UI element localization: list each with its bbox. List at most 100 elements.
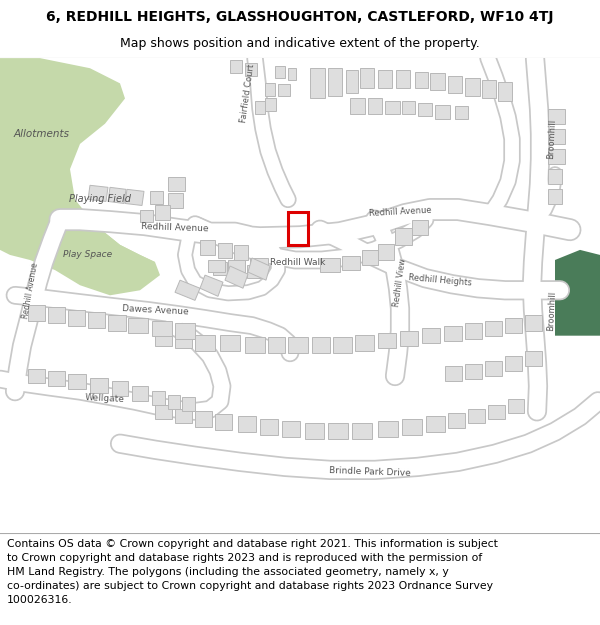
Polygon shape xyxy=(195,411,212,426)
Polygon shape xyxy=(268,337,285,353)
Polygon shape xyxy=(247,265,261,278)
Text: Brindle Park Drive: Brindle Park Drive xyxy=(329,466,411,478)
Text: Dawes Avenue: Dawes Avenue xyxy=(121,304,188,317)
Polygon shape xyxy=(412,219,428,235)
Polygon shape xyxy=(225,266,248,288)
Polygon shape xyxy=(228,260,245,272)
Polygon shape xyxy=(90,378,108,393)
Text: Redhill Avenue: Redhill Avenue xyxy=(141,222,209,233)
Polygon shape xyxy=(208,260,225,272)
Polygon shape xyxy=(28,369,45,383)
Text: Contains OS data © Crown copyright and database right 2021. This information is : Contains OS data © Crown copyright and d… xyxy=(7,539,498,605)
Polygon shape xyxy=(278,84,290,96)
Polygon shape xyxy=(505,356,522,371)
Polygon shape xyxy=(288,337,308,353)
Polygon shape xyxy=(435,104,450,119)
Text: Redhill View: Redhill View xyxy=(392,258,408,307)
Polygon shape xyxy=(378,332,396,348)
Polygon shape xyxy=(448,76,462,94)
Polygon shape xyxy=(468,409,485,424)
Polygon shape xyxy=(328,68,342,96)
Polygon shape xyxy=(175,409,192,424)
Text: Play Space: Play Space xyxy=(64,251,113,259)
Polygon shape xyxy=(168,177,185,191)
Text: Broomhill: Broomhill xyxy=(547,290,557,331)
Polygon shape xyxy=(525,351,542,366)
Polygon shape xyxy=(220,334,240,351)
Text: Redhill Heights: Redhill Heights xyxy=(408,273,472,288)
Polygon shape xyxy=(444,326,462,341)
Polygon shape xyxy=(215,414,232,429)
Polygon shape xyxy=(508,399,524,413)
Polygon shape xyxy=(328,424,348,439)
Polygon shape xyxy=(426,416,445,432)
Polygon shape xyxy=(28,306,45,321)
Polygon shape xyxy=(350,99,365,114)
Polygon shape xyxy=(305,424,324,439)
Polygon shape xyxy=(200,240,215,255)
Polygon shape xyxy=(488,406,505,419)
Polygon shape xyxy=(68,374,86,389)
Polygon shape xyxy=(342,256,360,270)
Polygon shape xyxy=(548,149,565,164)
Polygon shape xyxy=(385,101,400,114)
Polygon shape xyxy=(155,331,172,346)
Polygon shape xyxy=(498,82,512,101)
Polygon shape xyxy=(395,228,412,245)
Polygon shape xyxy=(48,371,65,386)
Polygon shape xyxy=(213,262,227,275)
Polygon shape xyxy=(168,193,183,208)
Polygon shape xyxy=(346,70,358,94)
Polygon shape xyxy=(175,280,200,301)
Polygon shape xyxy=(128,318,148,332)
Polygon shape xyxy=(430,73,445,91)
Polygon shape xyxy=(455,106,468,119)
Polygon shape xyxy=(465,322,482,339)
Polygon shape xyxy=(140,209,153,222)
Polygon shape xyxy=(182,398,195,411)
Polygon shape xyxy=(396,70,410,88)
Polygon shape xyxy=(152,321,172,336)
Polygon shape xyxy=(418,102,432,116)
Polygon shape xyxy=(255,101,265,114)
Polygon shape xyxy=(485,321,502,336)
Polygon shape xyxy=(312,337,330,353)
Polygon shape xyxy=(155,406,172,419)
Polygon shape xyxy=(360,68,374,88)
Polygon shape xyxy=(175,322,195,339)
Polygon shape xyxy=(168,395,180,409)
Polygon shape xyxy=(155,206,170,219)
Polygon shape xyxy=(548,129,565,144)
Polygon shape xyxy=(108,316,126,331)
Polygon shape xyxy=(260,419,278,434)
Polygon shape xyxy=(238,416,256,432)
Polygon shape xyxy=(230,60,242,73)
Polygon shape xyxy=(152,391,165,406)
Polygon shape xyxy=(555,250,600,336)
Polygon shape xyxy=(402,101,415,114)
Text: Fairfield Court: Fairfield Court xyxy=(239,64,257,123)
Text: Redhill Walk: Redhill Walk xyxy=(271,258,326,266)
Polygon shape xyxy=(422,328,440,342)
Polygon shape xyxy=(482,81,496,99)
Text: Playing Field: Playing Field xyxy=(69,194,131,204)
Polygon shape xyxy=(265,83,275,96)
Polygon shape xyxy=(362,250,378,265)
Polygon shape xyxy=(68,311,85,326)
Polygon shape xyxy=(548,169,562,184)
Polygon shape xyxy=(548,189,562,204)
Polygon shape xyxy=(378,244,394,260)
Polygon shape xyxy=(230,265,244,278)
Polygon shape xyxy=(265,99,276,111)
Polygon shape xyxy=(200,275,223,296)
Polygon shape xyxy=(125,189,144,206)
Polygon shape xyxy=(132,386,148,401)
Polygon shape xyxy=(48,308,65,322)
Polygon shape xyxy=(150,191,163,204)
Polygon shape xyxy=(548,109,565,124)
Polygon shape xyxy=(415,72,428,88)
Text: Redhill Avenue: Redhill Avenue xyxy=(20,261,40,319)
Polygon shape xyxy=(465,364,482,379)
Polygon shape xyxy=(245,63,257,76)
Polygon shape xyxy=(234,245,248,260)
